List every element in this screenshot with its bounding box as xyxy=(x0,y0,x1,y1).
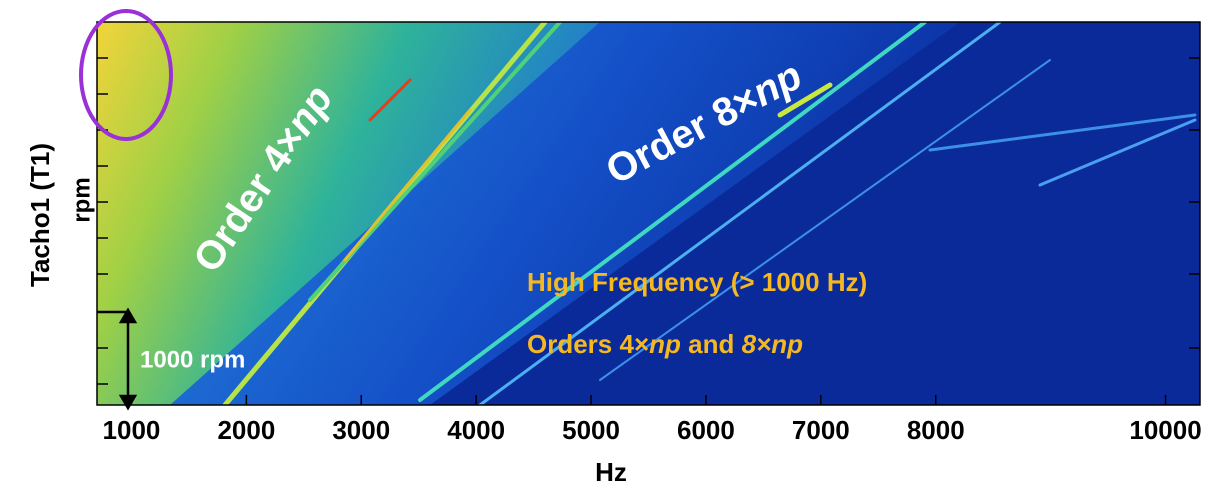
scale-label: 1000 rpm xyxy=(140,346,245,373)
x-tick-label: 7000 xyxy=(792,415,850,445)
y-axis-label: Tacho1 (T1) xyxy=(25,143,55,287)
x-tick-label: 4000 xyxy=(447,415,505,445)
x-tick-label: 2000 xyxy=(217,415,275,445)
x-tick-label: 1000 xyxy=(103,415,161,445)
highlight-ellipse xyxy=(79,9,173,141)
x-tick-label: 3000 xyxy=(332,415,390,445)
x-tick-label: 10000 xyxy=(1129,415,1201,445)
x-tick-label: 5000 xyxy=(562,415,620,445)
note: Orders 4×np and 8×np xyxy=(527,329,803,359)
y-axis-unit: rpm xyxy=(68,177,95,222)
x-axis-label: Hz xyxy=(595,457,627,487)
x-tick-label: 8000 xyxy=(907,415,965,445)
spectrogram-field xyxy=(97,22,1200,405)
note: High Frequency (> 1000 Hz) xyxy=(527,267,867,297)
plot-frame xyxy=(96,21,1201,406)
x-tick-label: 6000 xyxy=(677,415,735,445)
